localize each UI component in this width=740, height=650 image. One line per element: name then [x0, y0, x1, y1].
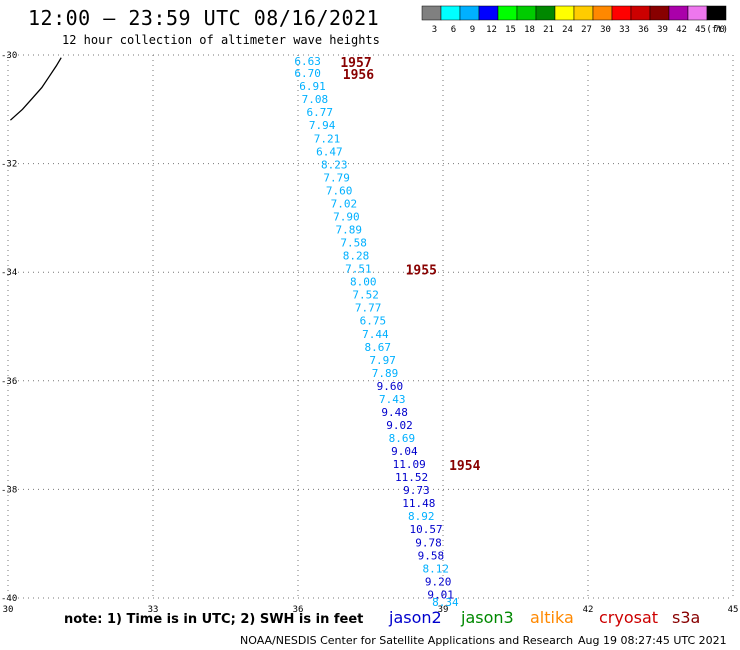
legend-tick-label: 24 [562, 25, 573, 35]
legend-swatch [706, 5, 727, 21]
x-tick-label: 36 [293, 605, 304, 615]
legend-tick-label: 21 [543, 25, 554, 35]
satellite-label: jason3 [461, 608, 514, 627]
data-point-label: 7.58 [340, 237, 367, 250]
data-point-label: 11.48 [402, 497, 435, 510]
data-point-label: 7.90 [333, 210, 360, 223]
data-point-label: 7.08 [302, 93, 329, 106]
data-point-label: 8.67 [365, 341, 392, 354]
data-point-label: 8.92 [408, 510, 435, 523]
satellite-label: jason2 [389, 608, 442, 627]
data-point-label: 9.78 [415, 536, 442, 549]
timestamp-text: Aug 19 08:27:45 UTC 2021 [578, 634, 727, 647]
data-point-label: 8.69 [389, 432, 416, 445]
legend-tick-label: 9 [470, 25, 475, 35]
data-point-label: 7.79 [323, 171, 350, 184]
data-point-label: 7.02 [331, 197, 358, 210]
data-point-label: 6.63 [294, 55, 321, 68]
y-tick-label: -32 [1, 160, 17, 170]
data-point-label: 7.94 [309, 119, 336, 132]
x-tick-label: 42 [583, 605, 594, 615]
data-point-label: 8.23 [321, 158, 348, 171]
legend-tick-label: 18 [524, 25, 535, 35]
chart-title: 12:00 – 23:59 UTC 08/16/2021 [28, 6, 380, 30]
data-point-label: 7.44 [362, 328, 389, 341]
color-legend: 3 6 9 12 15 18 21 24 27 30 33 36 39 42 45 70(ft) [421, 5, 728, 35]
x-tick-label: 39 [438, 605, 449, 615]
data-point-label: 8.12 [423, 562, 450, 575]
time-label: 1954 [449, 459, 480, 474]
data-point-label: 10.57 [410, 523, 443, 536]
legend-tick-label: 33 [619, 25, 630, 35]
satellite-label: s3a [672, 608, 701, 627]
data-point-label: 7.43 [379, 393, 406, 406]
legend-tick-label: 70 [714, 25, 725, 35]
x-tick-label: 30 [3, 605, 14, 615]
data-point-label: 7.51 [345, 263, 372, 276]
credit-text: NOAA/NESDIS Center for Satellite Applica… [240, 634, 574, 647]
x-tick-label: 33 [148, 605, 159, 615]
data-point-label: 8.28 [343, 250, 370, 263]
legend-tick-label: 30 [600, 25, 611, 35]
time-label: 1956 [343, 68, 374, 83]
data-point-label: 9.04 [391, 445, 418, 458]
data-point-label: 9.48 [381, 406, 408, 419]
data-point-label: 9.73 [403, 484, 430, 497]
legend-tick-label: 27 [581, 25, 592, 35]
data-point-label: 6.77 [307, 106, 334, 119]
data-point-label: 8.00 [350, 276, 377, 289]
legend-tick-label: 15 [505, 25, 516, 35]
data-point-label: 6.70 [294, 67, 321, 80]
legend-unit: (ft) [706, 25, 728, 35]
y-tick-label: -40 [1, 594, 17, 604]
satellite-label: cryosat [599, 608, 659, 627]
data-point-label: 7.77 [355, 302, 382, 315]
data-point-label: 7.21 [314, 132, 341, 145]
data-point-label: 9.20 [425, 575, 452, 588]
legend-tick-label: 36 [638, 25, 649, 35]
data-point-label: 11.09 [393, 458, 426, 471]
data-point-label: 7.89 [372, 367, 399, 380]
data-point-label: 8.34 [432, 596, 459, 609]
data-point-label: 6.47 [316, 145, 343, 158]
y-tick-label: -30 [1, 51, 17, 61]
data-point-label: 9.02 [386, 419, 413, 432]
time-label: 1957 [340, 56, 371, 71]
data-point-label: 7.60 [326, 184, 353, 197]
legend-tick-label: 45 [695, 25, 706, 35]
y-tick-label: -38 [1, 485, 17, 495]
data-point-label: 9.58 [418, 549, 445, 562]
coastline [9, 57, 62, 121]
data-point-label: 11.52 [395, 471, 428, 484]
footnote: note: 1) Time is in UTC; 2) SWH is in fe… [64, 612, 364, 627]
data-point-label: 7.89 [336, 224, 363, 237]
legend-tick-label: 12 [486, 25, 497, 35]
chart-subtitle: 12 hour collection of altimeter wave hei… [62, 33, 380, 47]
data-point-label: 9.01 [427, 588, 454, 601]
legend-tick-label: 3 [432, 25, 437, 35]
legend-tick-label: 42 [676, 25, 687, 35]
data-point-label: 6.75 [360, 315, 387, 328]
y-tick-label: -36 [1, 377, 17, 387]
x-tick-label: 45 [728, 605, 739, 615]
satellite-label: altika [530, 608, 574, 627]
data-point-label: 7.97 [369, 354, 396, 367]
data-point-label: 6.91 [299, 80, 326, 93]
data-point-label: 7.52 [352, 289, 379, 302]
legend-tick-label: 39 [657, 25, 668, 35]
y-tick-label: -34 [1, 268, 17, 278]
time-label: 1955 [406, 264, 437, 279]
legend-tick-label: 6 [451, 25, 456, 35]
data-point-label: 9.60 [377, 380, 404, 393]
